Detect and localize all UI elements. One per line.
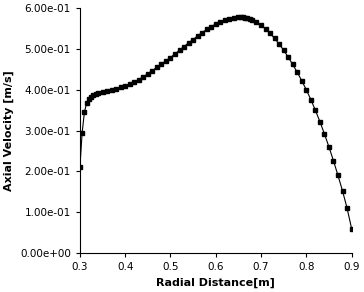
X-axis label: Radial Distance[m]: Radial Distance[m] (156, 278, 275, 288)
Y-axis label: Axial Velocity [m/s]: Axial Velocity [m/s] (4, 70, 15, 191)
